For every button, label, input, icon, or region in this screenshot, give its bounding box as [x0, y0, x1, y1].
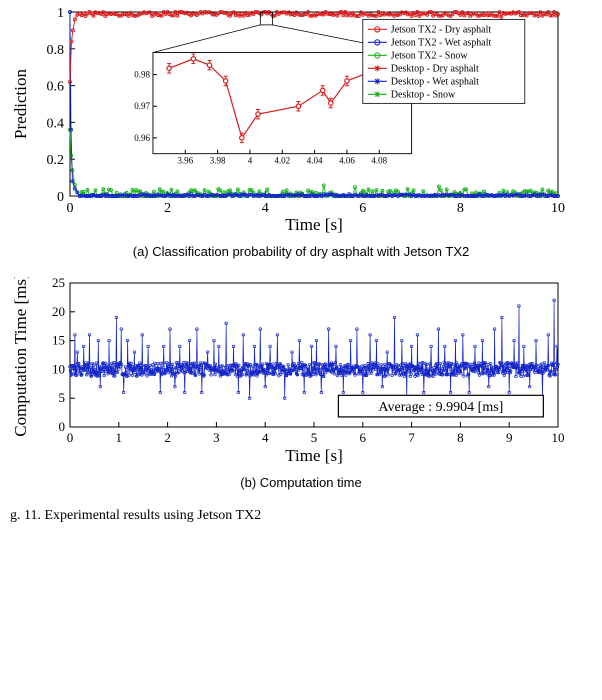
svg-text:20: 20: [52, 304, 65, 319]
svg-text:0.97: 0.97: [134, 101, 150, 111]
svg-text:6: 6: [359, 201, 366, 216]
svg-text:0.6: 0.6: [47, 80, 65, 95]
caption-b: (b) Computation time: [8, 475, 594, 490]
svg-text:9: 9: [506, 430, 513, 445]
svg-text:0: 0: [57, 190, 64, 205]
svg-text:0.96: 0.96: [134, 133, 150, 143]
svg-text:8: 8: [457, 430, 464, 445]
svg-text:Time [s]: Time [s]: [285, 446, 342, 465]
svg-text:10: 10: [552, 430, 565, 445]
svg-text:Average : 9.9904 [ms]: Average : 9.9904 [ms]: [378, 400, 503, 415]
svg-text:4.02: 4.02: [274, 156, 290, 166]
svg-text:8: 8: [457, 201, 464, 216]
svg-text:10: 10: [52, 361, 65, 376]
svg-text:3.98: 3.98: [210, 156, 226, 166]
svg-text:Desktop - Wet asphalt: Desktop - Wet asphalt: [391, 76, 479, 87]
svg-text:0.2: 0.2: [47, 153, 65, 168]
svg-text:2: 2: [164, 430, 171, 445]
svg-text:10: 10: [551, 201, 565, 216]
chart-b-computation-time: 0 1 2 3 4 5 6 7 8 9 10 0 5 10 15 20 25 Time [s] Computatio…: [8, 277, 594, 467]
svg-text:4.08: 4.08: [371, 156, 387, 166]
svg-text:4: 4: [262, 430, 269, 445]
svg-text:0: 0: [67, 201, 74, 216]
svg-text:4.06: 4.06: [339, 156, 355, 166]
svg-text:Jetson TX2 - Wet asphalt: Jetson TX2 - Wet asphalt: [391, 37, 492, 48]
svg-text:0.4: 0.4: [47, 116, 65, 131]
svg-text:4: 4: [248, 156, 253, 166]
svg-text:Time [s]: Time [s]: [285, 215, 342, 234]
svg-text:2: 2: [164, 201, 171, 216]
chart-a-prediction: 0 2 4 6 8 10 0 0.2 0.4 0.6 0.8 1 Time [s] Prediction 3…: [8, 6, 594, 236]
figure-caption: g. 11. Experimental results using Jetson…: [10, 508, 594, 524]
svg-text:4: 4: [262, 201, 269, 216]
svg-text:Prediction: Prediction: [11, 69, 30, 139]
svg-text:Computation Time [ms]: Computation Time [ms]: [11, 277, 30, 437]
svg-text:Desktop - Snow: Desktop - Snow: [391, 89, 456, 100]
svg-text:Jetson TX2 - Dry asphalt: Jetson TX2 - Dry asphalt: [391, 24, 492, 35]
svg-text:3: 3: [213, 430, 220, 445]
svg-text:3.96: 3.96: [177, 156, 193, 166]
svg-text:0: 0: [67, 430, 74, 445]
svg-text:1: 1: [57, 6, 64, 21]
svg-text:Jetson TX2 - Snow: Jetson TX2 - Snow: [391, 50, 469, 61]
svg-text:5: 5: [59, 390, 66, 405]
svg-text:0.98: 0.98: [134, 70, 150, 80]
caption-a: (a) Classification probability of dry as…: [8, 244, 594, 259]
svg-text:7: 7: [408, 430, 415, 445]
svg-text:1: 1: [116, 430, 123, 445]
svg-text:4.04: 4.04: [307, 156, 323, 166]
svg-text:15: 15: [52, 333, 65, 348]
svg-text:25: 25: [52, 277, 65, 290]
svg-text:0.8: 0.8: [47, 43, 65, 58]
svg-text:5: 5: [311, 430, 318, 445]
svg-text:Desktop - Dry asphalt: Desktop - Dry asphalt: [391, 63, 479, 74]
svg-text:6: 6: [360, 430, 367, 445]
svg-text:0: 0: [59, 419, 66, 434]
